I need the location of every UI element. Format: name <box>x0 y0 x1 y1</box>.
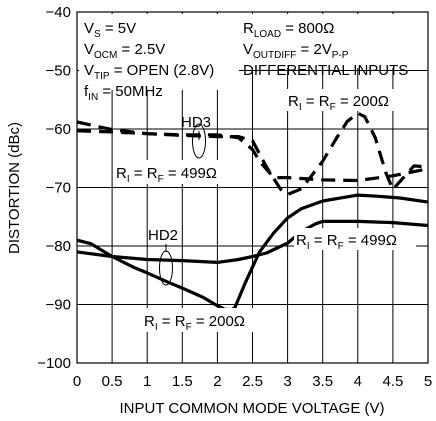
conditions-block: VS = 5V VOCM = 2.5V VTIP = OPEN (2.8V) f… <box>79 14 425 103</box>
hd3-label: HD3 <box>181 114 211 131</box>
condition-voutdiff: VOUTDIFF = 2VP-P <box>243 41 349 61</box>
r-label-hd2-200: RI = RF = 200Ω <box>144 313 245 333</box>
hd2-label: HD2 <box>148 227 178 244</box>
condition-vs: VS = 5V <box>84 20 136 40</box>
x-tick-label: 4.5 <box>382 373 403 390</box>
y-tick-label: −80 <box>46 238 71 255</box>
condition-fin: fIN = 50MHz <box>84 83 163 103</box>
x-tick-label: 3.5 <box>312 373 333 390</box>
x-tick-label: 1.5 <box>172 373 193 390</box>
x-tick-label: 3 <box>283 373 291 390</box>
r-label-c-bg <box>294 228 416 250</box>
tick-labels: 0 0.5 1 1.5 2 2.5 3 3.5 4 4.5 5 −40 −50 −60 −70 −80 −90 −… <box>37 4 432 390</box>
condition-inputs: DIFFERENTIAL INPUTS <box>243 62 408 79</box>
condition-vocm: VOCM = 2.5V <box>84 41 165 61</box>
x-axis-label: INPUT COMMON MODE VOLTAGE (V) <box>119 400 384 417</box>
y-tick-label: −40 <box>46 4 71 21</box>
condition-vtip: VTIP = OPEN (2.8V) <box>84 62 214 82</box>
r-label-b-bg <box>114 160 236 184</box>
r-label-a-bg <box>286 89 406 111</box>
series-hd2-200-line <box>76 193 429 312</box>
series-hd3-499-line <box>76 120 429 183</box>
hd2-group-ellipse <box>159 250 173 286</box>
x-tick-label: 2.5 <box>242 373 263 390</box>
x-tick-label: 2 <box>213 373 221 390</box>
hd3-group-ellipse <box>192 123 206 159</box>
y-tick-label: −50 <box>46 63 71 80</box>
x-tick-label: 1 <box>143 373 151 390</box>
y-tick-label: −100 <box>37 355 71 372</box>
conditions-right-bg <box>240 14 425 68</box>
x-tick-label: 0 <box>73 373 81 390</box>
curves <box>76 111 429 312</box>
y-tick-label: −90 <box>46 297 71 314</box>
y-tick-label: −70 <box>46 180 71 197</box>
r-label-hd2-499: RI = RF = 499Ω <box>296 232 397 252</box>
plot-frame <box>76 11 429 364</box>
conditions-left-bg <box>79 14 239 90</box>
x-tick-label: 5 <box>424 373 432 390</box>
r-label-hd3-200: RI = RF = 200Ω <box>288 93 389 113</box>
r-label-hd3-499: RI = RF = 499Ω <box>116 165 217 185</box>
y-axis-label: DISTORTION (dBc) <box>6 122 23 254</box>
condition-rload: RLOAD = 800Ω <box>243 20 334 40</box>
annotations: HD3 HD2 RI = RF = 200Ω RI = RF = 499Ω RI… <box>114 89 416 333</box>
x-tick-label: 4 <box>354 373 362 390</box>
series-hd2-499-line <box>76 219 429 264</box>
y-tick-label: −60 <box>46 121 71 138</box>
x-tick-label: 0.5 <box>102 373 123 390</box>
r-label-d-bg <box>142 308 264 332</box>
